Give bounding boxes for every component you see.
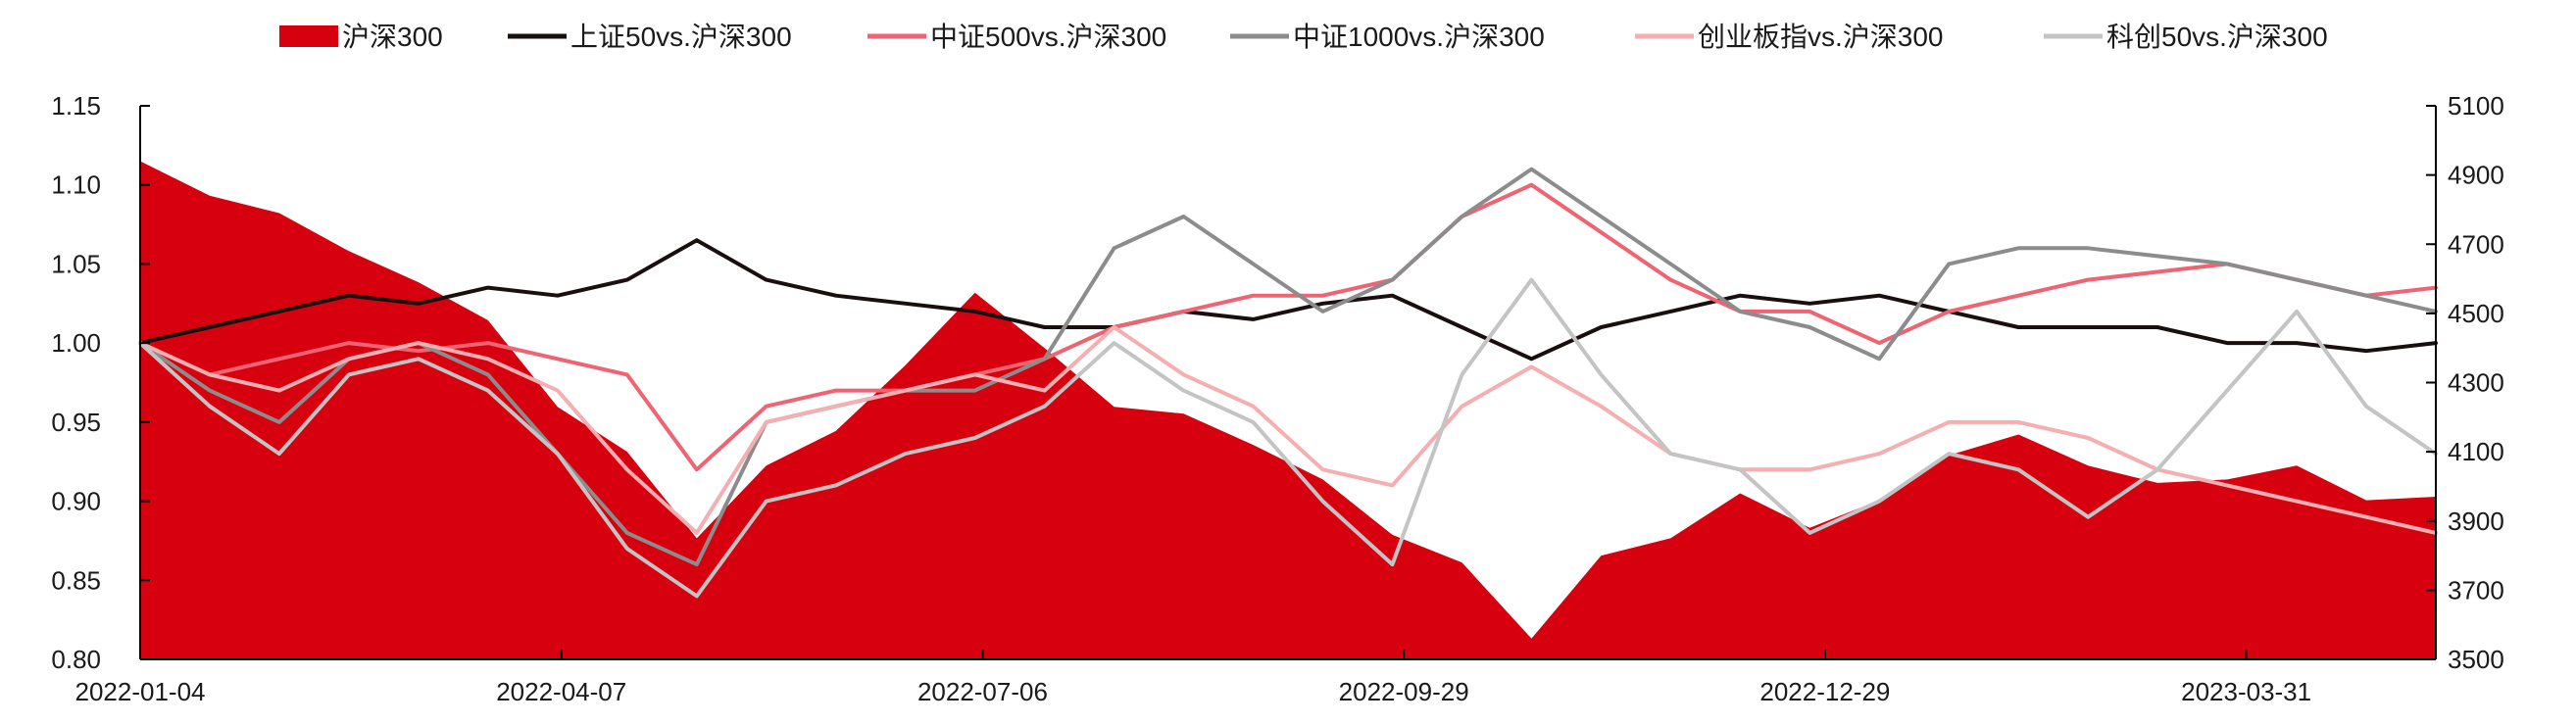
x-tick-label: 2022-12-29 <box>1759 677 1890 706</box>
x-tick-label: 2022-09-29 <box>1339 677 1469 706</box>
series-2-line <box>138 182 2438 472</box>
series-3-line <box>138 167 2438 567</box>
legend-label-2: 中证500vs.沪深300 <box>930 22 1166 52</box>
left-tick-label: 1.00 <box>51 328 101 358</box>
left-tick-label: 1.05 <box>51 249 101 278</box>
line-layer <box>138 167 2438 599</box>
x-tick-label: 2022-01-04 <box>75 677 206 706</box>
left-tick-label: 0.90 <box>51 487 101 516</box>
legend-label-5: 科创50vs.沪深300 <box>2106 22 2328 52</box>
legend-label-4: 创业板指vs.沪深300 <box>1698 22 1944 52</box>
left-tick-label: 1.15 <box>51 91 101 121</box>
series-1-line <box>138 238 2438 362</box>
legend-label-0: 沪深300 <box>342 22 443 52</box>
right-tick-label: 4100 <box>2448 437 2504 466</box>
x-tick-label: 2022-04-07 <box>496 677 626 706</box>
x-tick-label: 2022-07-06 <box>917 677 1048 706</box>
right-tick-label: 5100 <box>2448 91 2504 121</box>
legend-label-1: 上证50vs.沪深300 <box>570 22 792 52</box>
axes-layer: 0.80 0.85 0.90 0.95 1.00 1.05 1.10 1.15 3500 3700… <box>51 91 2503 706</box>
left-tick-label: 0.95 <box>51 408 101 437</box>
area-layer <box>140 161 2436 659</box>
series-0-area <box>140 161 2436 659</box>
left-tick-label: 1.10 <box>51 170 101 200</box>
left-tick-label: 0.80 <box>51 645 101 674</box>
x-tick-label: 2023-03-31 <box>2181 677 2311 706</box>
legend-label-3: 中证1000vs.沪深300 <box>1293 22 1545 52</box>
right-tick-label: 4900 <box>2448 161 2504 190</box>
right-tick-label: 3500 <box>2448 645 2504 674</box>
right-tick-label: 4700 <box>2448 229 2504 259</box>
left-tick-label: 0.85 <box>51 565 101 595</box>
right-tick-label: 4500 <box>2448 299 2504 328</box>
right-tick-label: 4300 <box>2448 368 2504 398</box>
legend-swatch-0 <box>279 25 338 47</box>
right-tick-label: 3700 <box>2448 575 2504 604</box>
series-4-line <box>138 325 2438 535</box>
right-tick-label: 3900 <box>2448 507 2504 536</box>
series-5-line <box>138 277 2438 599</box>
legend: 沪深300 上证50vs.沪深300 中证500vs.沪深300 中证1000vs.沪… <box>279 22 2328 52</box>
